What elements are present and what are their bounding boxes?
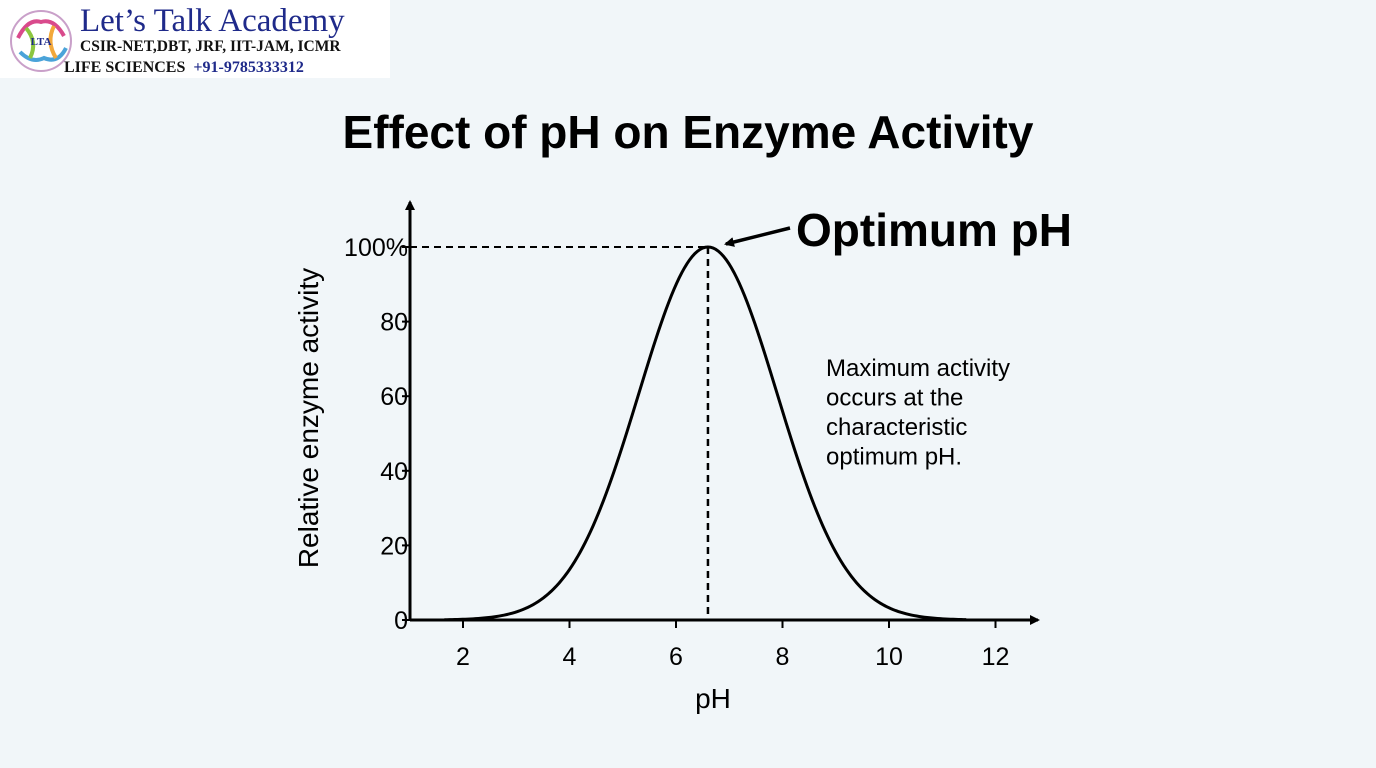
svg-text:LTA: LTA	[31, 36, 52, 48]
brand-tagline: LIFE SCIENCES +91-9785333312	[64, 58, 304, 78]
chart-title: Effect of pH on Enzyme Activity	[342, 106, 1034, 158]
y-tick-label: 80	[380, 309, 408, 337]
y-axis-label: Relative enzyme activity	[293, 268, 324, 568]
brand-phone: +91-9785333312	[193, 59, 304, 76]
brand-tagline-life-sciences: LIFE SCIENCES	[64, 59, 186, 76]
brand-title: Let’s Talk Academy	[80, 3, 345, 39]
y-tick-label: 100%	[344, 234, 408, 262]
optimum-arrow	[724, 226, 791, 247]
x-tick-label: 4	[563, 643, 577, 671]
note-line: optimum pH.	[826, 444, 962, 471]
y-tick-label: 0	[394, 607, 408, 635]
activity-curve-0	[444, 245, 967, 622]
x-tick-label: 8	[776, 643, 790, 671]
x-tick-label: 12	[982, 643, 1010, 671]
optimum-ph-label: Optimum pH	[796, 204, 1072, 256]
x-axis-label: pH	[695, 683, 731, 714]
note-line: Maximum activity	[826, 355, 1010, 382]
x-tick-label: 10	[875, 643, 903, 671]
lta-emblem-icon: LTA	[10, 10, 72, 72]
x-tick-label: 6	[669, 643, 683, 671]
y-tick-label: 20	[380, 532, 408, 560]
note-line: characteristic	[826, 414, 967, 441]
brand-logo: LTA Let’s Talk Academy CSIR-NET,DBT, JRF…	[0, 0, 390, 78]
y-tick-label: 40	[380, 458, 408, 486]
x-tick-label: 2	[456, 643, 470, 671]
y-tick-label: 60	[380, 383, 408, 411]
note-line: occurs at the	[826, 385, 963, 412]
brand-subtitle: CSIR-NET,DBT, JRF, IIT-JAM, ICMR	[80, 38, 341, 55]
